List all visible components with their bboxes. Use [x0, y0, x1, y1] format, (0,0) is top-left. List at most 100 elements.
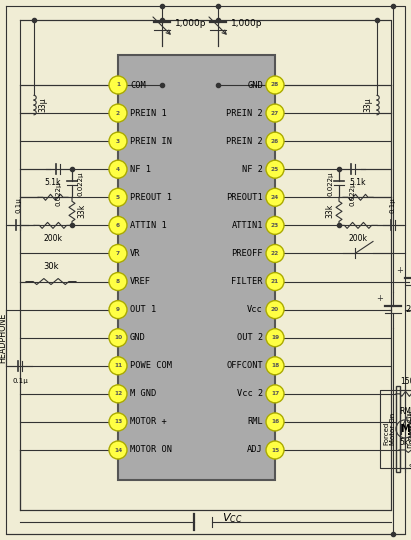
Text: +: +: [396, 266, 403, 275]
Circle shape: [266, 329, 284, 347]
Text: MOTOR +: MOTOR +: [130, 417, 167, 427]
Text: NF 1: NF 1: [130, 165, 151, 174]
Bar: [118, 55, 275, 480]
Circle shape: [266, 357, 284, 375]
Text: PREIN 2: PREIN 2: [226, 109, 263, 118]
Text: 7: 7: [116, 251, 120, 256]
Circle shape: [266, 188, 284, 206]
Circle shape: [266, 301, 284, 319]
Circle shape: [109, 188, 127, 206]
Text: NF 2: NF 2: [242, 165, 263, 174]
Text: 5.1k: 5.1k: [45, 178, 61, 187]
Text: 21: 21: [271, 279, 279, 284]
Text: 0.022µ: 0.022µ: [77, 171, 83, 195]
Text: OFFCONT: OFFCONT: [226, 361, 263, 370]
Circle shape: [109, 385, 127, 403]
Text: 25: 25: [271, 167, 279, 172]
Text: PREIN 1: PREIN 1: [130, 109, 167, 118]
Circle shape: [109, 76, 127, 94]
Circle shape: [109, 132, 127, 150]
Text: VR: VR: [130, 249, 141, 258]
Text: 33µ: 33µ: [38, 98, 47, 112]
Text: 0.022µ: 0.022µ: [328, 171, 334, 195]
Text: 27: 27: [271, 111, 279, 116]
Circle shape: [109, 301, 127, 319]
Text: GND: GND: [247, 80, 263, 90]
Circle shape: [266, 245, 284, 262]
Text: 33µ: 33µ: [363, 98, 372, 112]
Circle shape: [109, 245, 127, 262]
Text: 0.1µ: 0.1µ: [15, 198, 21, 213]
Text: HEADPHONE: HEADPHONE: [0, 313, 7, 363]
Text: 17: 17: [271, 392, 279, 396]
Circle shape: [266, 104, 284, 122]
Text: Forced
Motor On: Forced Motor On: [383, 413, 396, 445]
Text: 6: 6: [116, 223, 120, 228]
Text: 0.022µ: 0.022µ: [55, 181, 61, 206]
Bar: [396, 386, 400, 472]
Circle shape: [109, 441, 127, 459]
Text: 0.022µ: 0.022µ: [350, 181, 356, 206]
Text: Vcc: Vcc: [247, 305, 263, 314]
Text: ADJ: ADJ: [247, 446, 263, 455]
Text: 200k: 200k: [44, 234, 62, 244]
Text: M: M: [400, 424, 410, 434]
Text: 200k: 200k: [349, 234, 367, 244]
Text: OUT 1: OUT 1: [130, 305, 156, 314]
Text: 18: 18: [271, 363, 279, 368]
Circle shape: [266, 132, 284, 150]
Text: 15: 15: [271, 448, 279, 453]
Circle shape: [266, 160, 284, 178]
Circle shape: [266, 385, 284, 403]
Text: 28: 28: [271, 83, 279, 87]
Text: 1,000p: 1,000p: [175, 19, 206, 29]
Text: SW: SW: [409, 429, 411, 441]
Text: PREOUT1: PREOUT1: [226, 193, 263, 202]
Text: MOTOR ON: MOTOR ON: [130, 446, 172, 455]
Text: 5.1k: 5.1k: [350, 178, 366, 187]
Text: M GND: M GND: [130, 389, 156, 399]
Text: POWE COM: POWE COM: [130, 361, 172, 370]
Text: 3: 3: [116, 139, 120, 144]
Text: $V_{CC}$: $V_{CC}$: [222, 511, 242, 525]
Circle shape: [109, 160, 127, 178]
Text: 22: 22: [271, 251, 279, 256]
Text: 19: 19: [271, 335, 279, 340]
Text: ATTIN1: ATTIN1: [231, 221, 263, 230]
Text: 33k: 33k: [77, 204, 86, 219]
Text: RML: RML: [247, 417, 263, 427]
Text: 33k: 33k: [325, 204, 334, 219]
Circle shape: [266, 441, 284, 459]
Text: 5k: 5k: [399, 438, 409, 447]
Text: Power SW: Power SW: [408, 410, 411, 448]
Text: OUT 2: OUT 2: [237, 333, 263, 342]
Text: PREIN 2: PREIN 2: [226, 137, 263, 146]
Text: 16: 16: [271, 420, 279, 424]
Circle shape: [109, 217, 127, 234]
Text: +: +: [376, 294, 383, 303]
Circle shape: [109, 329, 127, 347]
Text: 26: 26: [271, 139, 279, 144]
Circle shape: [109, 273, 127, 291]
Text: GND: GND: [130, 333, 146, 342]
Text: 24: 24: [271, 195, 279, 200]
Text: PREOUT 1: PREOUT 1: [130, 193, 172, 202]
Text: RML: RML: [399, 407, 411, 416]
Text: 220µ: 220µ: [405, 305, 411, 314]
Text: 12: 12: [114, 392, 122, 396]
Text: PREOFF: PREOFF: [231, 249, 263, 258]
Text: 8: 8: [116, 279, 120, 284]
Text: PREIN IN: PREIN IN: [130, 137, 172, 146]
Text: 0.1µ: 0.1µ: [12, 378, 28, 384]
Text: VREF: VREF: [130, 277, 151, 286]
Circle shape: [109, 413, 127, 431]
Text: 1,000p: 1,000p: [231, 19, 263, 29]
Text: 10: 10: [114, 335, 122, 340]
Text: ATTIN 1: ATTIN 1: [130, 221, 167, 230]
Text: 2: 2: [116, 111, 120, 116]
Circle shape: [266, 76, 284, 94]
Text: FILTER: FILTER: [231, 277, 263, 286]
Text: 5: 5: [116, 195, 120, 200]
Text: 13: 13: [114, 420, 122, 424]
Text: 4: 4: [116, 167, 120, 172]
